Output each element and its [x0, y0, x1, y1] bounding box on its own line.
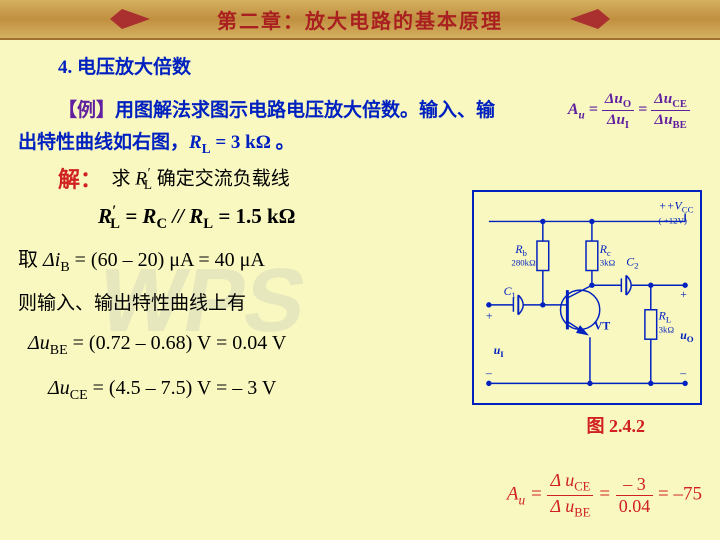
svg-text:3kΩ: 3kΩ: [600, 258, 616, 268]
svg-text:C1: C1: [504, 285, 516, 300]
svg-text:Rc: Rc: [599, 243, 611, 258]
example-line2: 出特性曲线如右图，RL = 3 kΩ 。: [18, 129, 702, 159]
equation-delta-ib: 取 ΔiB = (60 – 20) μA = 40 μA: [18, 245, 448, 278]
section-title: 电压放大倍数: [77, 57, 191, 78]
chapter-title: 第二章：放大电路的基本原理: [217, 5, 503, 34]
equation-delta-ube: ΔuBE = (0.72 – 0.68) V = 0.04 V: [18, 328, 448, 361]
svg-text:280kΩ: 280kΩ: [511, 258, 536, 268]
svg-text:uO: uO: [680, 329, 694, 344]
svg-text:+: +: [680, 288, 687, 301]
svg-text:–: –: [485, 367, 492, 380]
svg-text:3kΩ: 3kΩ: [659, 324, 675, 334]
svg-text:++VCC: ++VCC: [659, 200, 694, 215]
svg-text:C2: C2: [626, 256, 638, 271]
svg-text:–: –: [679, 367, 686, 380]
figure-caption: 图 2.4.2: [587, 412, 646, 438]
equation-delta-uce: ΔuCE = (4.5 – 7.5) V = – 3 V: [18, 373, 448, 406]
solution-line: 解： 求 R′L 确定交流负载线: [18, 163, 448, 196]
svg-text:VT: VT: [594, 319, 610, 332]
svg-text:+: +: [486, 310, 493, 323]
example-label: 【例】: [58, 100, 115, 121]
equation-au-result: Au = Δ uCEΔ uBE = – 30.04 = –75: [507, 470, 702, 520]
text-curves: 则输入、输出特性曲线上有: [18, 290, 448, 319]
svg-text:uI: uI: [494, 344, 505, 359]
svg-text:Rb: Rb: [514, 243, 527, 258]
slide-content: 4. 电压放大倍数 Au = ΔuOΔuI = ΔuCEΔuBE 【例】用图解法…: [0, 40, 720, 420]
circuit-diagram: ++VCC ( +12V) Rb 280kΩ Rc 3kΩ RL 3kΩ C1 …: [472, 190, 702, 405]
svg-text:( +12V): ( +12V): [659, 215, 687, 225]
chapter-header: 第二章：放大电路的基本原理: [0, 0, 720, 40]
section-heading: 4. 电压放大倍数: [18, 54, 702, 83]
equation-au-definition: Au = ΔuOΔuI = ΔuCEΔuBE: [568, 90, 690, 131]
solution-label: 解：: [18, 163, 102, 196]
section-number: 4.: [58, 57, 72, 78]
svg-text:RL: RL: [658, 310, 672, 325]
equation-rl-parallel: R′L = RC // RL = 1.5 kΩ: [18, 200, 448, 235]
